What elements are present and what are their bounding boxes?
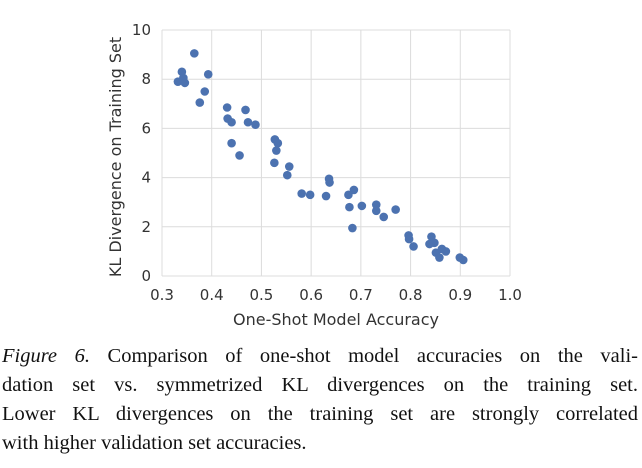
plot-area: [162, 30, 510, 276]
scatter-point: [282, 170, 292, 180]
x-axis-ticks: 0.3 0.4 0.5 0.6 0.7 0.8 0.9 1.0: [150, 286, 522, 304]
scatter-point: [305, 190, 315, 200]
scatter-point: [371, 206, 381, 216]
scatter-point: [200, 87, 210, 96]
y-tick-label: 6: [141, 119, 151, 137]
scatter-point: [195, 98, 205, 107]
scatter-point: [243, 117, 253, 127]
x-tick-label: 0.8: [399, 286, 423, 304]
scatter-point: [371, 200, 381, 209]
x-tick-label: 0.7: [349, 286, 373, 304]
scatter-point: [348, 223, 357, 233]
scatter-point: [349, 185, 359, 195]
scatter-point: [270, 158, 279, 168]
scatter-point: [297, 189, 306, 198]
data-points: [173, 49, 468, 265]
chart-svg: 0.3 0.4 0.5 0.6 0.7 0.8 0.9 1.0 0 2 4 6 8 10 One-Sho…: [106, 21, 522, 329]
x-tick-label: 0.5: [249, 286, 273, 304]
scatter-point: [435, 253, 444, 262]
scatter-point: [222, 103, 232, 112]
scatter-point: [227, 138, 236, 148]
grid: [161, 29, 511, 277]
scatter-point: [344, 190, 353, 200]
caption-label: Figure 6.: [2, 345, 90, 367]
caption-line: Figure 6. Comparison of one-shot model a…: [2, 342, 638, 371]
y-axis-label: KL Divergence on Training Set: [106, 37, 125, 277]
scatter-point: [345, 202, 354, 212]
x-tick-label: 0.4: [200, 286, 224, 304]
scatter-point: [379, 212, 389, 222]
y-axis-ticks: 0 2 4 6 8 10: [132, 21, 151, 285]
figure-caption: Figure 6. Comparison of one-shot model a…: [2, 342, 638, 458]
scatter-point: [227, 117, 236, 127]
y-tick-label: 4: [141, 169, 151, 187]
y-tick-label: 0: [141, 267, 151, 285]
scatter-point: [190, 49, 199, 58]
scatter-point: [272, 146, 281, 155]
scatter-point: [321, 191, 331, 201]
scatter-point: [458, 255, 468, 265]
scatter-point: [173, 77, 183, 86]
caption-text: Comparison of one-shot model accuracies …: [107, 345, 638, 367]
scatter-point: [251, 120, 260, 130]
y-tick-label: 2: [141, 218, 151, 236]
scatter-point: [241, 105, 250, 115]
x-tick-label: 0.9: [448, 286, 472, 304]
caption-line: with higher validation set accuracies.: [2, 432, 307, 454]
x-axis-label: One-Shot Model Accuracy: [233, 310, 439, 329]
scatter-point: [284, 162, 294, 171]
caption-line: Lower KL divergences on the training set…: [2, 403, 638, 425]
scatter-point: [391, 205, 400, 214]
scatter-point: [357, 201, 367, 211]
scatter-point: [235, 151, 244, 160]
scatter-point: [430, 238, 439, 248]
scatter-point: [180, 78, 190, 88]
scatter-point: [409, 242, 418, 251]
scatter-point: [203, 69, 213, 79]
x-tick-label: 0.6: [299, 286, 323, 304]
y-tick-label: 8: [141, 70, 151, 88]
caption-line: dation set vs. symmetrized KL divergence…: [2, 374, 638, 396]
x-tick-label: 1.0: [498, 286, 522, 304]
x-tick-label: 0.3: [150, 286, 174, 304]
y-tick-label: 10: [132, 21, 151, 39]
scatter-chart: 0.3 0.4 0.5 0.6 0.7 0.8 0.9 1.0 0 2 4 6 8 10 One-Sho…: [106, 21, 522, 329]
scatter-point: [441, 247, 451, 256]
scatter-point: [325, 178, 334, 187]
scatter-point: [404, 234, 414, 244]
scatter-point: [273, 138, 283, 148]
